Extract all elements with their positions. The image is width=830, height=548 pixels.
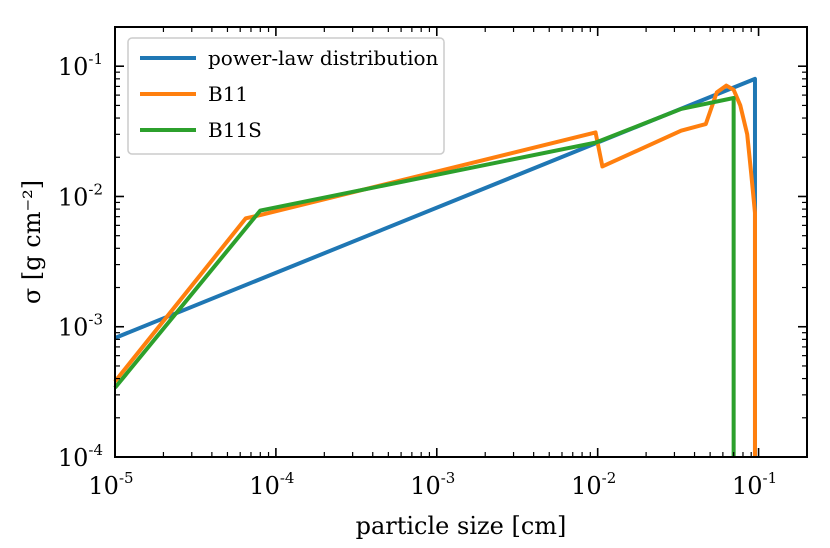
x-tick-base: 10 <box>732 472 763 500</box>
series-layer <box>113 76 757 457</box>
plot-frame <box>114 26 808 458</box>
x-tick-label: 10-5 <box>88 469 133 500</box>
x-tick-base: 10 <box>410 472 441 500</box>
y-tick-exponent: -3 <box>88 311 103 329</box>
x-tick-exponent: -2 <box>602 469 617 487</box>
x-tick-label: 10-2 <box>571 469 616 500</box>
y-tick-label: 10-3 <box>58 311 103 342</box>
y-tick-base: 10 <box>58 53 89 81</box>
x-tick-base: 10 <box>249 472 280 500</box>
legend-label-b11: B11 <box>208 82 248 106</box>
y-tick-base: 10 <box>58 314 89 342</box>
y-tick-label: 10-2 <box>58 180 103 211</box>
legend: power-law distribution B11 B11S <box>127 37 445 155</box>
y-tick-exponent: -4 <box>88 441 103 459</box>
legend-label-b11s: B11S <box>208 118 262 142</box>
legend-box <box>127 37 445 155</box>
x-tick-base: 10 <box>571 472 602 500</box>
x-axis-label: particle size [cm] <box>356 512 567 540</box>
y-axis-label: σ [g cm⁻²] <box>18 180 46 304</box>
x-tick-exponent: -5 <box>119 469 134 487</box>
x-tick-label: 10-3 <box>410 469 455 500</box>
x-tick-exponent: -4 <box>280 469 295 487</box>
x-tick-exponent: -3 <box>441 469 456 487</box>
y-tick-base: 10 <box>58 444 89 472</box>
y-tick-exponent: -2 <box>88 180 103 198</box>
legend-label-power-law: power-law distribution <box>208 46 439 70</box>
y-tick-label: 10-4 <box>58 441 103 472</box>
series-line-2 <box>113 96 736 457</box>
x-tick-label: 10-4 <box>249 469 294 500</box>
y-tick-exponent: -1 <box>88 50 103 68</box>
y-tick-label: 10-1 <box>58 50 103 81</box>
y-tick-base: 10 <box>58 183 89 211</box>
tick-label-layer: 10-5 10-4 10-3 10-2 10-110-410-310-210-1 <box>58 50 777 500</box>
x-tick-label: 10-1 <box>732 469 777 500</box>
x-tick-base: 10 <box>88 472 119 500</box>
x-tick-exponent: -1 <box>763 469 778 487</box>
